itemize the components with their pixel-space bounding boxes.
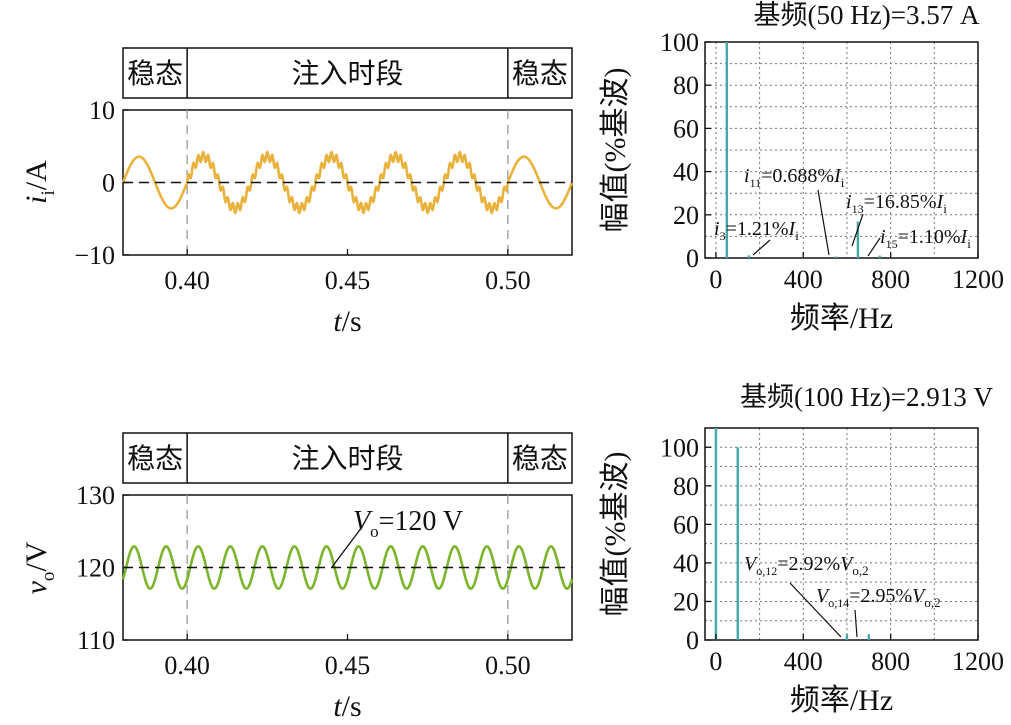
y-tick-label: 20 [673,587,699,616]
region-band [122,432,573,484]
region-label: 稳态 [127,58,183,90]
x-tick-label: 1200 [952,265,1004,294]
chart-title: 基频(50 Hz)=3.57 A [754,0,980,30]
y-tick-label: 80 [673,71,699,100]
annotation-label: i11=0.688%Ii [744,165,845,190]
x-axis-label: 频率/Hz [790,302,893,335]
annotation-leader [854,609,858,638]
region-label: 稳态 [512,443,568,475]
annotation-label: i13=16.85%Ii [846,191,947,216]
x-tick-label: 400 [784,647,823,676]
annotation-leader [752,239,771,256]
y-tick-label: 80 [673,472,699,501]
region-label: 稳态 [127,443,183,475]
x-axis-label: t/s [333,690,361,723]
x-tick-label: 800 [871,647,910,676]
y-axis-label: vo/V [20,541,59,594]
annotation-leader [867,237,881,257]
x-tick-label: 0 [709,265,722,294]
y-tick-label: 0 [686,244,699,273]
annotation-leader [851,213,864,247]
y-axis-label: 幅值(%基波) [599,452,632,617]
y-tick-label: 40 [673,549,699,578]
x-tick-label: 800 [871,265,910,294]
y-tick-label: 40 [673,158,699,187]
x-tick-label: 0.40 [164,651,210,680]
series-line [121,545,574,590]
time-chart-2: 稳态 注入时段 稳态 0.40 0.45 0.50 130 120 110 t/s vo/V Vo=1… [20,432,574,723]
plot-frame [704,41,979,259]
annotation-label: Vo=120 V [353,506,463,541]
y-tick-label: 120 [76,554,115,583]
region-label: 稳态 [512,58,568,90]
x-tick-label: 0.50 [485,651,531,680]
annotation-leader [331,526,363,568]
annotation-label: i15=1.10%Ii [880,226,971,251]
annotation-leader [789,582,842,638]
time-chart-0: 稳态 注入时段 稳态 0.40 0.45 0.50 10 0 −10 t/s ii/A [20,47,574,338]
y-tick-label: 60 [673,114,699,143]
x-tick-label: 0.50 [485,266,531,295]
x-axis-label: 频率/Hz [790,684,893,717]
chart-title: 基频(100 Hz)=2.913 V [740,382,993,412]
annotation-label: Vo,14=2.95%Vo,2 [816,585,941,610]
y-axis-label: 幅值(%基波) [599,68,632,233]
x-tick-label: 0.45 [325,266,371,295]
y-tick-label: −10 [74,241,115,270]
x-tick-label: 0 [709,647,722,676]
x-tick-label: 1200 [952,647,1004,676]
y-tick-label: 110 [77,626,115,655]
region-label: 注入时段 [291,58,403,90]
y-tick-label: 100 [660,28,699,57]
y-tick-label: 0 [686,626,699,655]
y-tick-label: 100 [660,433,699,462]
y-tick-label: 20 [673,201,699,230]
region-band [122,47,573,99]
annotation-label: Vo,12=2.92%Vo,2 [744,553,869,578]
spectrum-chart-1: 0 400 800 1200 0 20 40 60 80 100 基频(50 Hz)=3.57 A 频… [599,0,1004,335]
y-tick-label: 10 [89,96,115,125]
spectrum-chart-3: 0 400 800 1200 0 20 40 60 80 100 基频(100 Hz)=2.913 … [599,382,1004,717]
x-axis-label: t/s [333,305,361,338]
y-axis-label: ii/A [20,160,59,204]
annotation-leader [817,189,830,256]
y-tick-label: 60 [673,510,699,539]
annotation-label: i3=1.21%Ii [714,218,799,243]
y-tick-label: 0 [102,169,115,198]
x-tick-label: 0.45 [325,651,371,680]
plot-frame [704,427,979,641]
x-tick-label: 0.40 [164,266,210,295]
y-tick-label: 130 [76,481,115,510]
region-label: 注入时段 [291,443,403,475]
x-tick-label: 400 [784,265,823,294]
